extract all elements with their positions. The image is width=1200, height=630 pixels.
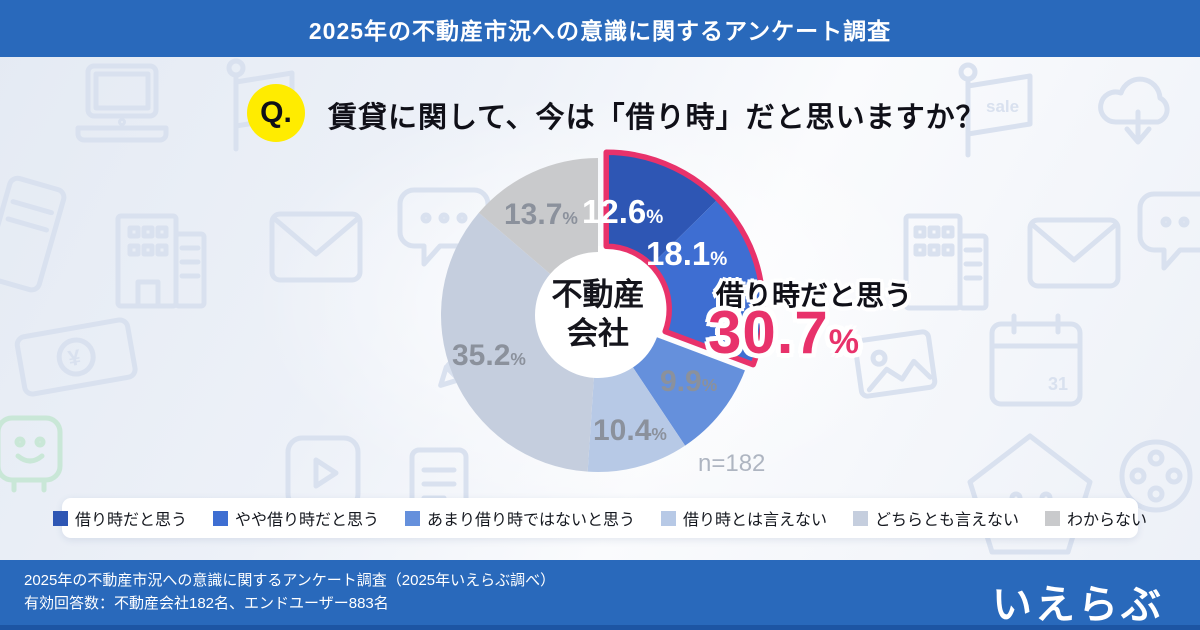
slice-label-5: 35.2% xyxy=(452,339,526,372)
green-character-icon xyxy=(0,410,68,498)
legend-label: 借り時とは言えない xyxy=(683,512,828,529)
pie-slice xyxy=(587,367,686,473)
highlight-label: 借り時だと思う xyxy=(716,280,913,311)
slice-label-6: 13.7% xyxy=(504,198,578,231)
page-title: 2025年の不動産市況への意識に関するアンケート調査 xyxy=(308,17,892,44)
legend-swatch xyxy=(661,510,676,526)
legend-swatch xyxy=(1045,510,1061,526)
legend-label: やや借り時だと思う xyxy=(234,512,379,529)
slice-label-2: 18.1% xyxy=(646,235,728,272)
envelope-icon xyxy=(268,210,364,284)
legend-swatch xyxy=(52,510,68,526)
legend-swatch xyxy=(853,510,869,526)
legend-item: 借り時だと思う xyxy=(52,506,187,530)
speech-bubble-icon xyxy=(1136,190,1200,274)
source-line1: 2025年の不動産市況への意識に関するアンケート調査（2025年いえらぶ調べ） xyxy=(24,572,556,589)
building-icon xyxy=(898,194,992,312)
photo-icon xyxy=(852,328,938,400)
pie-slice xyxy=(651,199,764,365)
legend-label: わからない xyxy=(1067,512,1148,529)
header-bar: 2025年の不動産市況への意識に関するアンケート調査 xyxy=(0,0,1200,57)
pie-slice xyxy=(478,158,598,274)
legend-item: あまり借り時ではないと思う xyxy=(404,506,635,530)
legend-item: 借り時とは言えない xyxy=(661,506,827,530)
source-line2: 有効回答数：不動産会社182名、エンドユーザー883名 xyxy=(24,595,389,613)
speech-bubble-icon xyxy=(396,186,492,270)
pentagon-character-icon xyxy=(962,428,1098,560)
legend-swatch xyxy=(212,510,228,526)
calendar-icon: 31 xyxy=(986,310,1086,410)
legend-label: あまり借り時ではないと思う xyxy=(426,512,635,529)
legend-item: わからない xyxy=(1045,506,1147,530)
question-badge-label: Q. xyxy=(260,96,292,129)
banknote-yen-icon: ¥ xyxy=(14,314,138,398)
laptop-icon xyxy=(72,62,172,148)
envelope-icon xyxy=(1026,216,1122,290)
pie-center-label: 不動産 会社 xyxy=(518,276,678,354)
question-text: 賃貸に関して、今は「借り時」だと思いますか？ xyxy=(328,102,986,134)
pie-center-line2: 会社 xyxy=(567,315,629,351)
film-reel-icon xyxy=(1114,434,1198,518)
pie-slice xyxy=(606,152,719,266)
legend-label: 借り時だと思う xyxy=(74,512,187,529)
legend-label: どちらとも言えない xyxy=(875,512,1020,529)
source-note: 2025年の不動産市況への意識に関するアンケート調査（2025年いえらぶ調べ） … xyxy=(24,569,555,616)
pie-slice xyxy=(440,212,594,472)
legend-item: やや借り時だと思う xyxy=(212,506,379,530)
legend-item: どちらとも言えない xyxy=(853,506,1019,530)
cloud-download-icon xyxy=(1088,66,1188,154)
building-icon xyxy=(110,190,212,310)
pie-center-line1: 不動産 xyxy=(551,277,645,312)
pie-slice xyxy=(632,337,745,446)
pie-center-hole xyxy=(529,246,667,384)
sample-size-label: n=182 xyxy=(698,450,766,477)
legend-swatch xyxy=(404,510,420,526)
slice-label-3: 9.9% xyxy=(660,365,718,398)
highlight-value: 30.7% xyxy=(708,299,861,366)
footer-accent-strip xyxy=(0,625,1200,630)
sale-text: sale xyxy=(986,97,1019,116)
ielove-logo: いえらぶ xyxy=(992,583,1164,627)
legend: 借り時だと思う やや借り時だと思う あまり借り時ではないと思う 借り時とは言えない どち… xyxy=(52,498,1147,538)
sale-flag-icon: sale xyxy=(952,60,1052,160)
highlight-outline xyxy=(603,149,766,368)
slice-label-1: 12.6% xyxy=(582,193,664,230)
question-badge: Q. xyxy=(247,84,305,142)
slice-label-4: 10.4% xyxy=(593,414,667,447)
calendar-day-text: 31 xyxy=(1048,374,1068,394)
footer-bar: 2025年の不動産市況への意識に関するアンケート調査（2025年いえらぶ調べ） … xyxy=(0,560,1200,630)
pie-chart xyxy=(440,149,766,473)
ticket-icon xyxy=(0,172,67,300)
yen-text: ¥ xyxy=(66,344,83,371)
